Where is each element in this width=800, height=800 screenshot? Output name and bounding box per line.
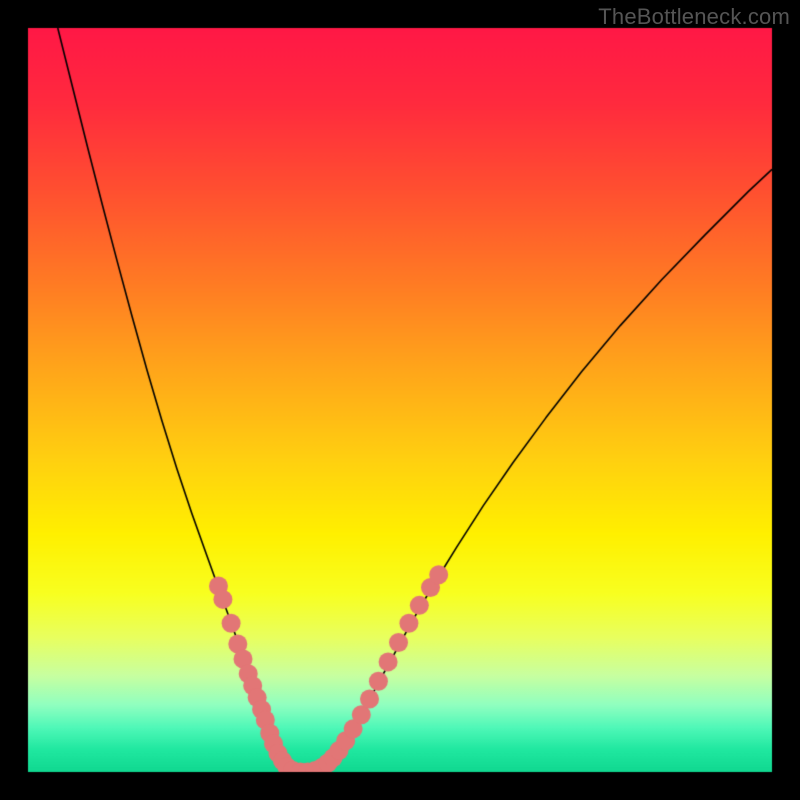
bottleneck-chart-canvas — [0, 0, 800, 800]
chart-container: TheBottleneck.com — [0, 0, 800, 800]
watermark-text: TheBottleneck.com — [598, 4, 790, 30]
